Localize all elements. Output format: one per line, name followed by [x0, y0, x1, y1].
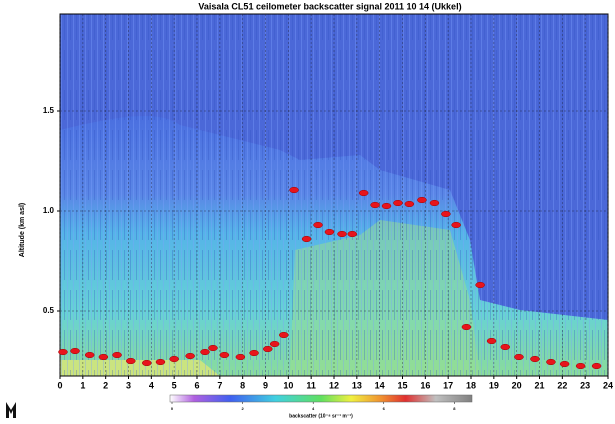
point — [313, 221, 323, 229]
colorbar-tick-label: 0 — [171, 406, 174, 411]
point — [475, 281, 485, 289]
x-tick-label: 9 — [263, 380, 268, 390]
point — [461, 323, 472, 331]
point — [393, 199, 403, 207]
point — [289, 186, 299, 194]
x-tick-label: 22 — [557, 380, 567, 390]
point — [546, 358, 556, 366]
point — [142, 359, 152, 367]
point — [269, 340, 280, 348]
point — [451, 221, 461, 229]
point — [249, 349, 259, 357]
x-tick-label: 8 — [240, 380, 245, 390]
colorbar-label: backscatter (10⁻⁸ sr⁻¹ m⁻¹) — [289, 413, 353, 419]
point — [208, 344, 218, 352]
x-tick-label: 12 — [329, 380, 339, 390]
colorbar-tick-label: 2 — [241, 406, 244, 411]
point — [486, 337, 497, 345]
x-tick-label: 6 — [194, 380, 199, 390]
point — [500, 343, 510, 351]
point — [514, 353, 524, 361]
point — [263, 345, 273, 353]
x-tick-label: 3 — [126, 380, 131, 390]
x-tick-label: 1 — [80, 380, 85, 390]
point — [381, 202, 392, 210]
x-tick-label: 7 — [217, 380, 222, 390]
point — [347, 230, 358, 238]
point — [155, 358, 166, 366]
point — [219, 351, 230, 359]
point — [200, 348, 210, 356]
point — [301, 235, 312, 243]
point — [279, 331, 289, 339]
point — [235, 353, 246, 361]
x-tick-label: 24 — [603, 380, 613, 390]
x-tick-label: 0 — [57, 380, 62, 390]
point — [441, 210, 451, 218]
colorbar — [169, 394, 473, 403]
x-tick-label: 13 — [352, 380, 362, 390]
x-tick-label: 19 — [489, 380, 499, 390]
point — [575, 362, 586, 370]
x-tick-label: 20 — [512, 380, 522, 390]
point — [126, 357, 136, 365]
point — [185, 352, 195, 360]
point — [358, 189, 369, 197]
colorbar-tick-label: 8 — [453, 406, 456, 411]
point — [70, 347, 80, 355]
point — [429, 199, 440, 207]
x-tick-label: 21 — [534, 380, 544, 390]
point — [417, 196, 427, 204]
x-tick-label: 4 — [149, 380, 154, 390]
y-tick-label: 0.5 — [43, 306, 55, 315]
logo — [6, 402, 16, 418]
point — [337, 230, 347, 238]
point — [530, 355, 540, 363]
point — [98, 353, 109, 361]
point — [112, 351, 122, 359]
x-tick-label: 15 — [397, 380, 407, 390]
x-tick-label: 11 — [306, 380, 316, 390]
point — [169, 355, 179, 363]
y-tick-label: 1.0 — [43, 206, 55, 215]
point — [84, 351, 95, 359]
point — [58, 348, 68, 356]
x-tick-label: 2 — [103, 380, 108, 390]
point — [370, 201, 380, 209]
point — [559, 360, 570, 368]
y-axis-label: Altitude (km asl) — [19, 203, 26, 257]
x-tick-label: 10 — [283, 380, 293, 390]
colorbar-tick-label: 6 — [383, 406, 386, 411]
x-tick-label: 17 — [443, 380, 453, 390]
x-tick-label: 18 — [466, 380, 476, 390]
chart-title: Vaisala CL51 ceilometer backscatter sign… — [198, 1, 461, 11]
colorbar-tick-label: 4 — [312, 406, 315, 411]
x-tick-label: 14 — [375, 380, 385, 390]
point — [591, 362, 602, 370]
point — [324, 228, 335, 236]
x-tick-label: 16 — [420, 380, 430, 390]
x-tick-label: 5 — [172, 380, 177, 390]
y-tick-label: 1.5 — [43, 106, 55, 115]
point — [404, 200, 415, 208]
x-tick-label: 23 — [580, 380, 590, 390]
